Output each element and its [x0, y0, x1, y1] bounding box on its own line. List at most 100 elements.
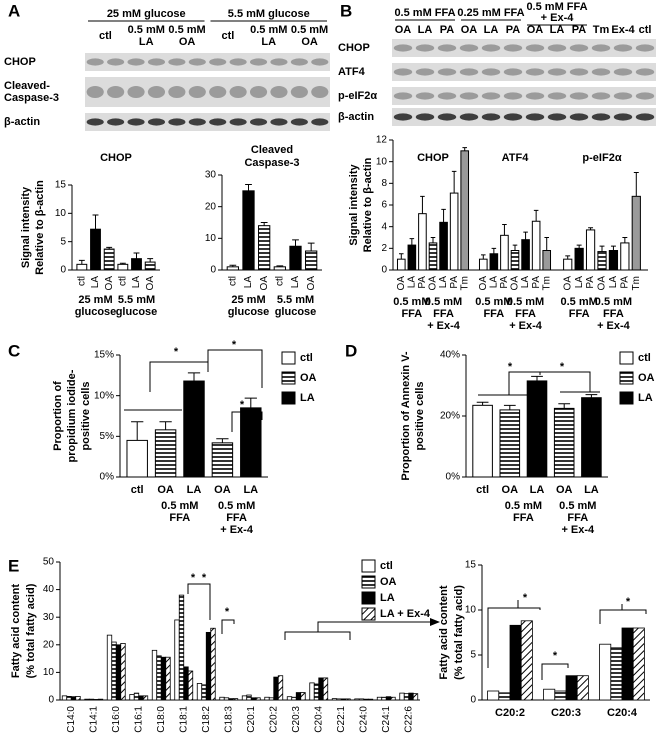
arrow-head — [430, 618, 440, 626]
bar — [399, 692, 405, 701]
y-axis-label: Signal intensity — [20, 186, 32, 268]
bar — [255, 697, 261, 701]
bar — [165, 656, 171, 701]
x-tick-label: C20:1 — [246, 706, 257, 733]
x-tick-label: C18:0 — [156, 706, 167, 733]
bar — [142, 695, 149, 701]
band — [525, 113, 545, 121]
group-label: 5.5 mM — [118, 294, 155, 306]
significance: * — [225, 606, 230, 618]
band — [209, 118, 227, 126]
band — [270, 118, 288, 126]
error-bar — [133, 252, 140, 259]
bar — [376, 696, 383, 701]
band — [393, 113, 413, 121]
lane-label: 0.5 mM — [128, 24, 165, 36]
y-axis-label: Relative to β-actin — [362, 157, 374, 252]
x-tick-label: OA — [145, 276, 156, 291]
y-tick-label: 0% — [100, 472, 115, 483]
bar — [246, 694, 252, 701]
group-label: glucose — [116, 306, 158, 318]
y-tick-label: 10 — [465, 605, 477, 616]
bar — [183, 380, 205, 478]
bracket — [599, 604, 647, 624]
y-tick-label: 40% — [440, 350, 460, 361]
bar — [403, 693, 410, 701]
y-tick-label: 10 — [43, 667, 55, 678]
x-tick-label: OA — [306, 276, 317, 291]
error-bar — [491, 247, 497, 254]
band — [525, 44, 545, 52]
bar — [211, 442, 234, 478]
blot-strip — [85, 113, 330, 131]
lane-label: PA — [572, 24, 587, 36]
bar — [631, 195, 641, 271]
blot-strip — [85, 77, 330, 107]
band — [503, 44, 523, 52]
x-tick-label: PA — [449, 276, 460, 289]
bar — [70, 696, 77, 701]
group-label: glucose — [228, 306, 270, 318]
legend-swatch — [281, 371, 296, 385]
group-label: + Ex-4 — [597, 320, 631, 332]
y-tick-label: 0 — [210, 265, 216, 276]
error-bar — [420, 195, 425, 214]
error-bar — [610, 245, 616, 251]
bar — [223, 697, 230, 701]
band — [569, 68, 589, 76]
bar — [250, 697, 257, 701]
group-label: 0.5 mM — [161, 500, 198, 512]
bar — [144, 261, 156, 271]
bar — [563, 258, 573, 271]
bar — [498, 692, 511, 701]
group-label: + Ex-4 — [220, 524, 254, 536]
bar — [460, 150, 470, 271]
error-bar — [476, 401, 489, 406]
group-label: + Ex-4 — [509, 320, 543, 332]
group-label: 0.5 mM — [425, 296, 462, 308]
group-label: + Ex-4 — [561, 524, 595, 536]
bar — [106, 634, 113, 701]
bar — [340, 698, 347, 701]
error-bar — [276, 265, 284, 267]
group-label: FFA — [569, 308, 590, 320]
band — [459, 92, 479, 100]
x-tick-label: ctl — [117, 276, 128, 286]
row-label: ATF4 — [338, 66, 366, 78]
panel-letter: B — [340, 1, 352, 20]
x-tick-label: C20:2 — [495, 707, 525, 719]
bar — [354, 698, 360, 701]
significance: * — [174, 346, 179, 358]
error-bar — [502, 224, 507, 236]
bar — [103, 248, 115, 271]
band — [415, 68, 435, 76]
significance: * — [240, 399, 245, 411]
x-tick-label: C18:3 — [223, 706, 234, 733]
y-tick-label: 0 — [470, 695, 476, 706]
band — [290, 86, 308, 98]
band — [147, 86, 166, 98]
band — [188, 58, 206, 66]
bar — [138, 695, 144, 701]
error-bar — [585, 394, 598, 398]
y-tick-label: 10 — [55, 208, 67, 219]
lane-label: OA — [301, 36, 318, 48]
band — [127, 86, 145, 98]
bar — [196, 683, 203, 701]
band — [188, 118, 206, 126]
band — [415, 92, 435, 100]
legend-swatch — [361, 591, 376, 605]
x-tick-label: LA — [584, 484, 599, 496]
y-axis-label: positive cells — [414, 381, 426, 450]
significance: * — [553, 650, 558, 662]
y-tick-label: 20 — [43, 639, 55, 650]
x-tick-label: LA — [488, 276, 499, 289]
bar — [478, 258, 488, 271]
band — [168, 58, 186, 66]
blot-header: 25 mM glucose — [107, 8, 186, 20]
blot-header: + Ex-4 — [541, 12, 575, 24]
group-label: glucose — [75, 306, 117, 318]
x-tick-label: LA — [90, 276, 101, 289]
x-tick-label: C14:0 — [66, 706, 77, 733]
x-tick-label: OA — [510, 276, 521, 291]
